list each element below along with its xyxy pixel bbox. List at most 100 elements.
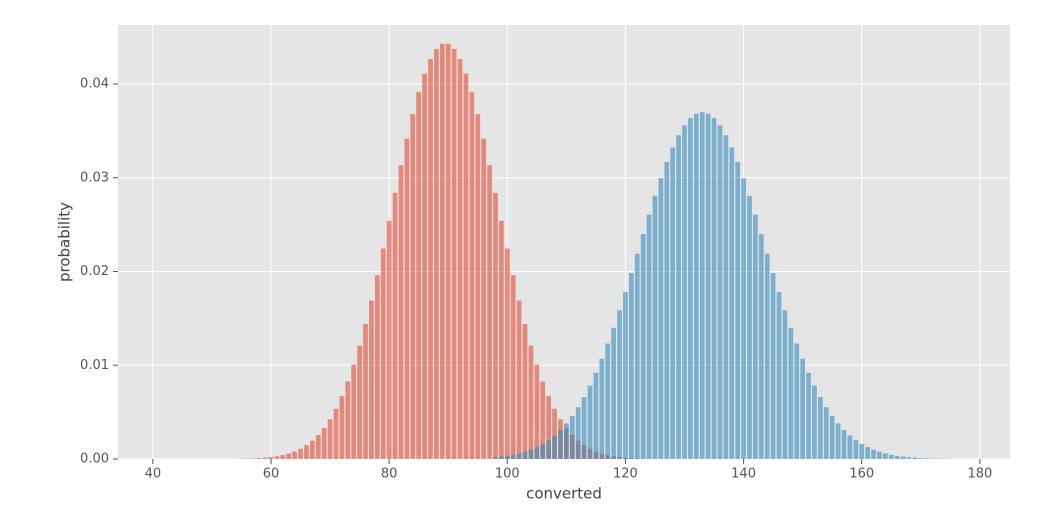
- bar: [711, 118, 717, 459]
- bar: [256, 458, 262, 459]
- bar: [499, 220, 504, 459]
- bar: [528, 345, 534, 459]
- bar: [463, 73, 469, 459]
- x-tick-label: 120: [613, 467, 638, 482]
- x-tick-label: 100: [495, 467, 520, 482]
- bar: [546, 396, 552, 459]
- bar: [428, 59, 433, 460]
- bar: [924, 458, 930, 459]
- bar: [528, 449, 534, 459]
- bar: [510, 454, 516, 459]
- x-axis-label: converted: [526, 485, 602, 503]
- y-tick-label: 0.04: [80, 77, 109, 92]
- bar: [705, 113, 711, 459]
- bar: [593, 372, 599, 459]
- bar: [693, 113, 699, 459]
- bar: [445, 43, 451, 459]
- bar: [847, 435, 853, 459]
- bar: [853, 440, 859, 459]
- bar: [664, 161, 670, 459]
- bar: [688, 118, 693, 459]
- y-tick-label: 0.03: [80, 170, 109, 185]
- bar: [262, 457, 268, 459]
- bar: [918, 458, 924, 459]
- bar: [516, 300, 522, 459]
- bar: [900, 456, 906, 459]
- bar: [510, 275, 516, 459]
- bar: [522, 324, 528, 459]
- bar: [380, 248, 386, 459]
- bar: [729, 147, 735, 459]
- bar: [439, 43, 445, 459]
- plot-background: [118, 25, 1010, 459]
- bar: [416, 92, 422, 460]
- bar: [800, 358, 806, 459]
- bar: [386, 220, 392, 459]
- bar: [634, 253, 640, 459]
- bar: [369, 300, 374, 459]
- x-tick-label: 60: [263, 467, 280, 482]
- bar: [646, 214, 652, 459]
- bar: [581, 397, 587, 459]
- bar: [487, 165, 492, 460]
- bar: [623, 292, 628, 459]
- bar: [788, 327, 794, 459]
- x-tick-label: 80: [381, 467, 398, 482]
- bar: [516, 453, 522, 459]
- bar: [339, 396, 345, 459]
- bar: [493, 457, 498, 459]
- bar: [587, 385, 593, 459]
- bar: [835, 423, 841, 459]
- bar: [865, 447, 870, 459]
- bar: [410, 114, 416, 459]
- bar: [806, 372, 811, 459]
- bar: [333, 408, 339, 459]
- bar: [534, 447, 540, 459]
- bar: [546, 440, 552, 459]
- bar: [776, 292, 782, 459]
- bar: [605, 343, 611, 459]
- bar: [481, 138, 487, 459]
- y-tick-label: 0.00: [80, 452, 109, 467]
- bar: [794, 343, 800, 459]
- bar: [540, 444, 546, 459]
- bar: [575, 407, 581, 459]
- bar: [782, 310, 788, 459]
- bar: [859, 444, 865, 459]
- bar: [823, 407, 829, 459]
- bar: [552, 435, 557, 459]
- bar: [912, 457, 918, 459]
- bar: [818, 397, 823, 459]
- bar: [906, 457, 912, 459]
- bar: [812, 385, 817, 459]
- bar: [504, 455, 510, 459]
- y-axis-label: probability: [56, 202, 74, 282]
- bar: [735, 161, 741, 459]
- bar: [611, 327, 616, 459]
- x-tick-label: 40: [145, 467, 162, 482]
- bar: [422, 73, 427, 459]
- bar: [882, 453, 888, 459]
- bar: [434, 48, 439, 459]
- bar: [558, 430, 563, 459]
- bar: [682, 125, 687, 459]
- bar: [871, 449, 876, 459]
- bar: [315, 435, 321, 459]
- bar: [493, 192, 498, 459]
- bar: [617, 310, 622, 459]
- bar: [345, 381, 351, 459]
- y-tick-label: 0.01: [80, 358, 109, 373]
- bar: [504, 248, 510, 459]
- bar: [723, 135, 729, 459]
- bar: [374, 275, 380, 459]
- bar: [717, 125, 723, 459]
- bar: [676, 135, 681, 459]
- bar: [770, 273, 776, 459]
- bar: [522, 451, 528, 459]
- bar: [569, 415, 575, 459]
- bar: [469, 92, 475, 460]
- bar: [475, 114, 481, 459]
- bar: [268, 457, 274, 459]
- bar: [841, 430, 847, 459]
- bar: [888, 454, 894, 459]
